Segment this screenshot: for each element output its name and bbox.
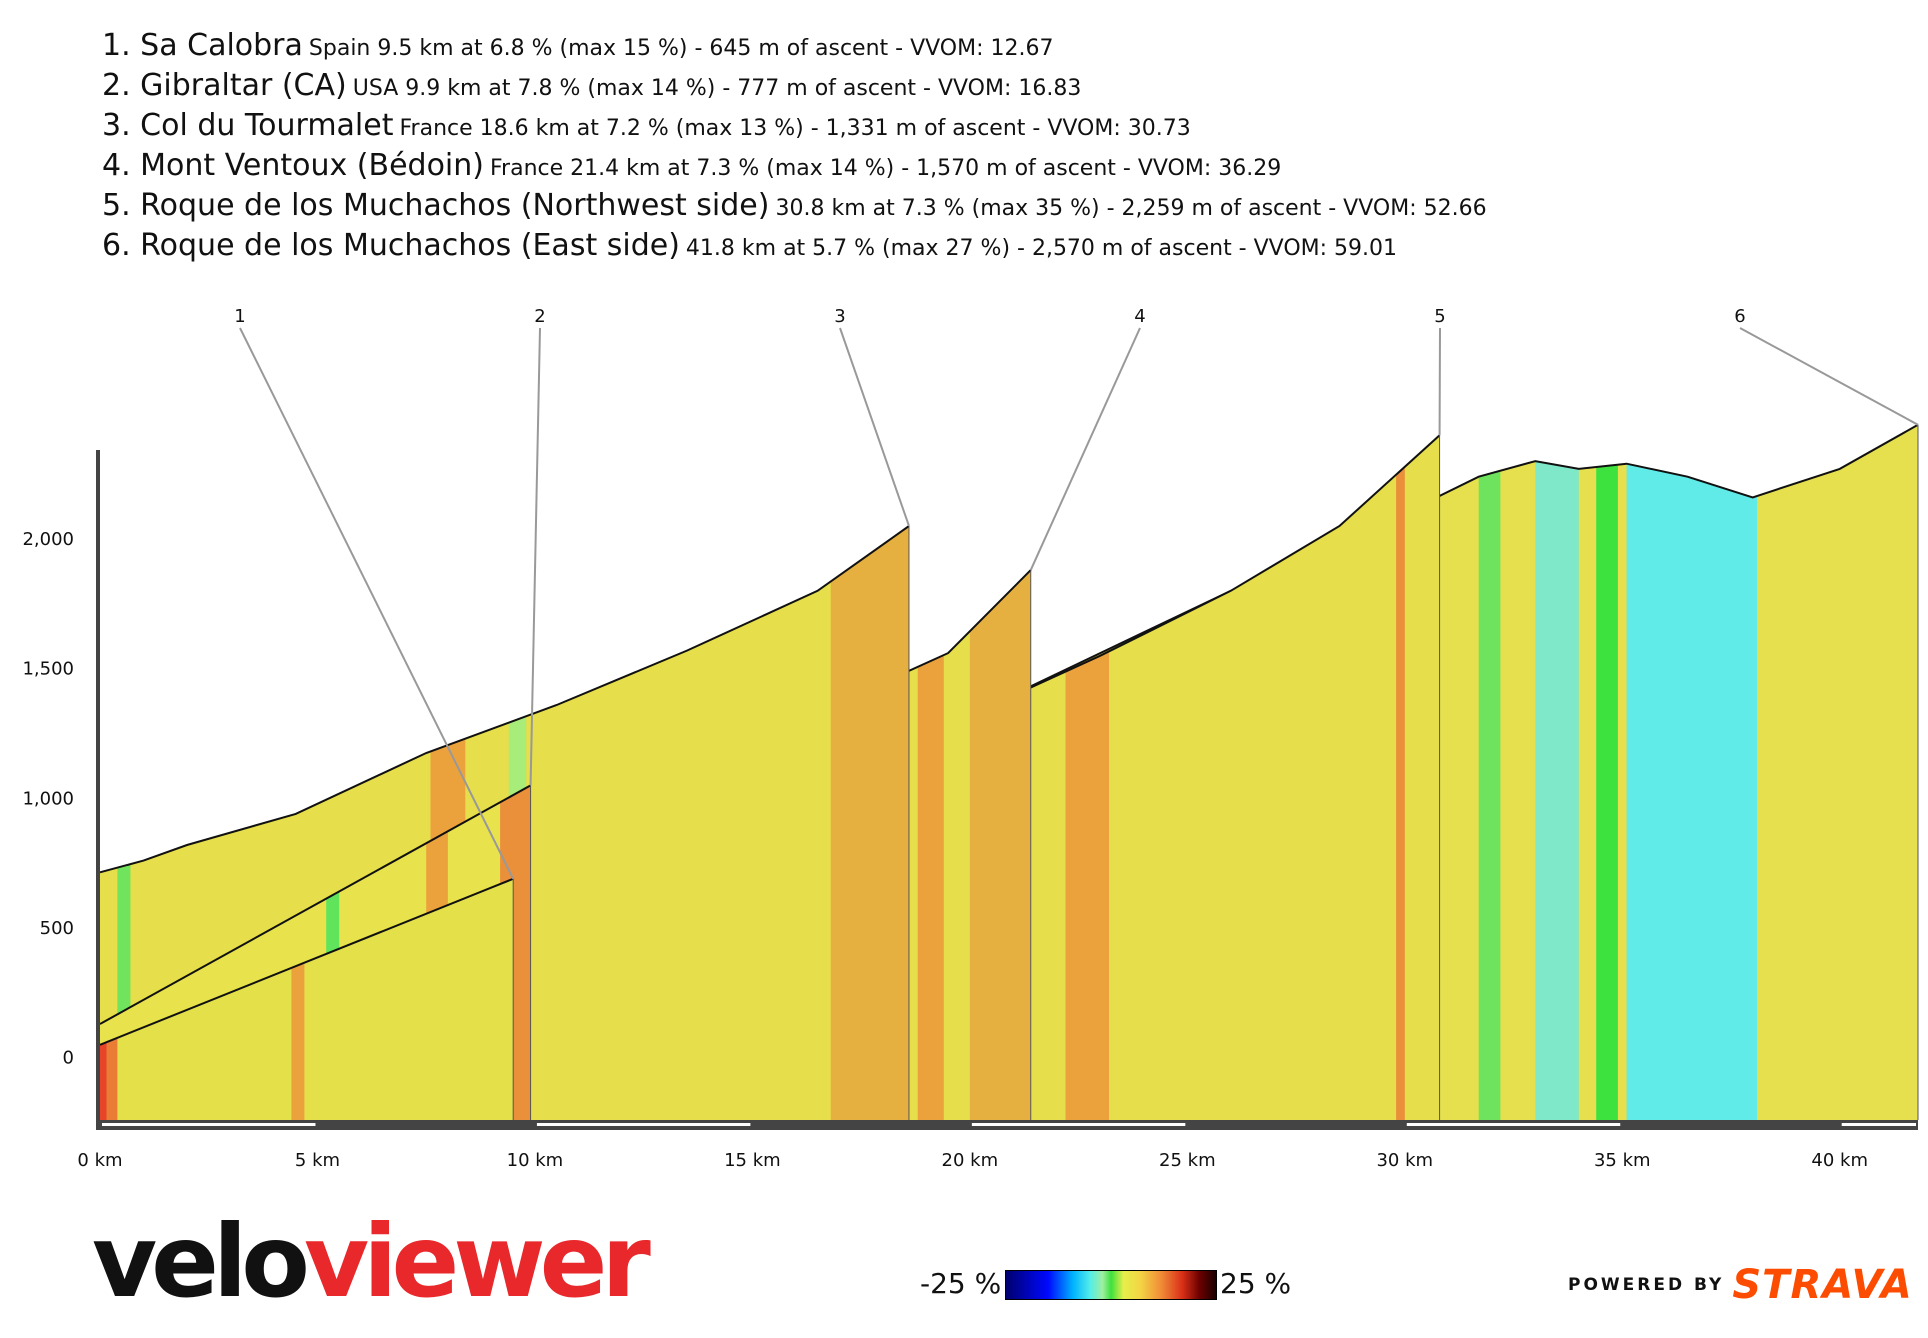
callout-line-6 <box>1739 327 1919 426</box>
powered-by-label: POWERED BY <box>1568 1275 1725 1295</box>
gradient-band <box>1596 424 1618 1120</box>
y-tick-label: 1,000 <box>22 788 74 809</box>
profile-line <box>99 877 514 1046</box>
legend-item: 3. Col du Tourmalet France 18.6 km at 7.2… <box>102 106 1487 146</box>
x-axis-segment <box>536 1123 751 1126</box>
callout-label-2: 2 <box>534 306 545 327</box>
x-axis-segment <box>1841 1123 1916 1126</box>
callout-label-3: 3 <box>834 306 845 327</box>
gradient-scale-bar <box>1005 1270 1217 1300</box>
chart-axes: 0 km 5 km 10 km 15 km 20 km 25 km 30 km 35 km 40… <box>22 450 1918 1171</box>
profile-area <box>100 878 514 1120</box>
gradient-bands <box>1478 424 1758 1120</box>
callout-line-4 <box>1029 327 1141 571</box>
x-tick-label: 30 km <box>1376 1150 1433 1171</box>
profile-callouts: 1 2 3 4 5 6 <box>234 306 1919 880</box>
x-tick-label: 35 km <box>1594 1150 1651 1171</box>
legend-item-detail: 30.8 km at 7.3 % (max 35 %) - 2,259 m of… <box>775 196 1487 221</box>
callout-line-3 <box>839 327 910 527</box>
gradient-scale-max: 25 % <box>1220 1267 1292 1300</box>
gradient-band <box>1065 435 1109 1120</box>
x-tick-label: 0 km <box>77 1150 122 1171</box>
callout-label-4: 4 <box>1134 306 1145 327</box>
gradient-band <box>291 878 305 1120</box>
legend-item-name: 5. Roque de los Muchachos (Northwest sid… <box>102 188 770 223</box>
profile-layers <box>99 423 1919 1120</box>
gradient-scale-min: -25 % <box>920 1267 1002 1300</box>
x-axis-segment <box>1406 1123 1621 1126</box>
callout-line-2 <box>529 327 541 786</box>
gradient-band <box>969 570 1031 1120</box>
gradient-band <box>830 526 909 1120</box>
legend-item: 4. Mont Ventoux (Bédoin) France 21.4 km a… <box>102 146 1487 186</box>
legend-item-name: 3. Col du Tourmalet <box>102 108 394 143</box>
x-tick-label: 40 km <box>1811 1150 1868 1171</box>
veloviewer-logo: veloviewer <box>92 1203 651 1320</box>
y-tick-label: 2,000 <box>22 529 74 550</box>
profile-line <box>99 525 910 874</box>
legend-item-name: 1. Sa Calobra <box>102 28 303 63</box>
legend-item: 2. Gibraltar (CA) USA 9.9 km at 7.8 % (ma… <box>102 66 1487 106</box>
y-tick-label: 1,500 <box>22 659 74 680</box>
x-tick-label: 10 km <box>507 1150 564 1171</box>
x-axis-segment <box>971 1123 1186 1126</box>
gradient-band <box>1535 424 1579 1120</box>
profile-line <box>99 784 532 1025</box>
x-tick-label: 20 km <box>942 1150 999 1171</box>
legend-item-name: 2. Gibraltar (CA) <box>102 68 347 103</box>
legend-item-detail: Spain 9.5 km at 6.8 % (max 15 %) - 645 m… <box>308 36 1054 61</box>
x-tick-label: 15 km <box>724 1150 781 1171</box>
callout-label-1: 1 <box>234 306 245 327</box>
legend-item-name: 4. Mont Ventoux (Bédoin) <box>102 148 484 183</box>
legend-item-detail: France 18.6 km at 7.2 % (max 13 %) - 1,3… <box>399 116 1191 141</box>
climb-legend: 1. Sa Calobra Spain 9.5 km at 6.8 % (max … <box>102 26 1487 266</box>
legend-item-detail: USA 9.9 km at 7.8 % (max 14 %) - 777 m o… <box>352 76 1082 101</box>
legend-item: 6. Roque de los Muchachos (East side) 41.… <box>102 226 1487 266</box>
legend-item: 5. Roque de los Muchachos (Northwest sid… <box>102 186 1487 226</box>
callout-label-6: 6 <box>1734 306 1745 327</box>
gradient-band <box>917 570 944 1120</box>
gradient-band <box>1478 424 1501 1120</box>
elevation-profile-chart: 1 2 3 4 5 6 0 km 5 km 10 km 15 km 20 km 25 km 30 km… <box>22 306 1919 1171</box>
y-tick-label: 500 <box>40 918 74 939</box>
x-tick-label: 5 km <box>295 1150 340 1171</box>
legend-item-detail: 41.8 km at 5.7 % (max 27 %) - 2,570 m of… <box>685 236 1398 261</box>
gradient-band <box>1626 424 1758 1120</box>
callout-label-5: 5 <box>1434 306 1445 327</box>
gradient-band <box>1396 435 1405 1120</box>
legend-item: 1. Sa Calobra Spain 9.5 km at 6.8 % (max … <box>102 26 1487 66</box>
x-tick-label: 25 km <box>1159 1150 1216 1171</box>
powered-by-strava: POWERED BY STRAVA <box>1568 1262 1913 1310</box>
strava-logo: STRAVA <box>1732 1262 1913 1308</box>
x-axis-segment <box>102 1123 316 1126</box>
legend-item-name: 6. Roque de los Muchachos (East side) <box>102 228 680 263</box>
legend-item-detail: France 21.4 km at 7.3 % (max 14 %) - 1,5… <box>490 156 1282 181</box>
y-tick-label: 0 <box>63 1048 74 1069</box>
callout-line-1 <box>239 327 515 880</box>
